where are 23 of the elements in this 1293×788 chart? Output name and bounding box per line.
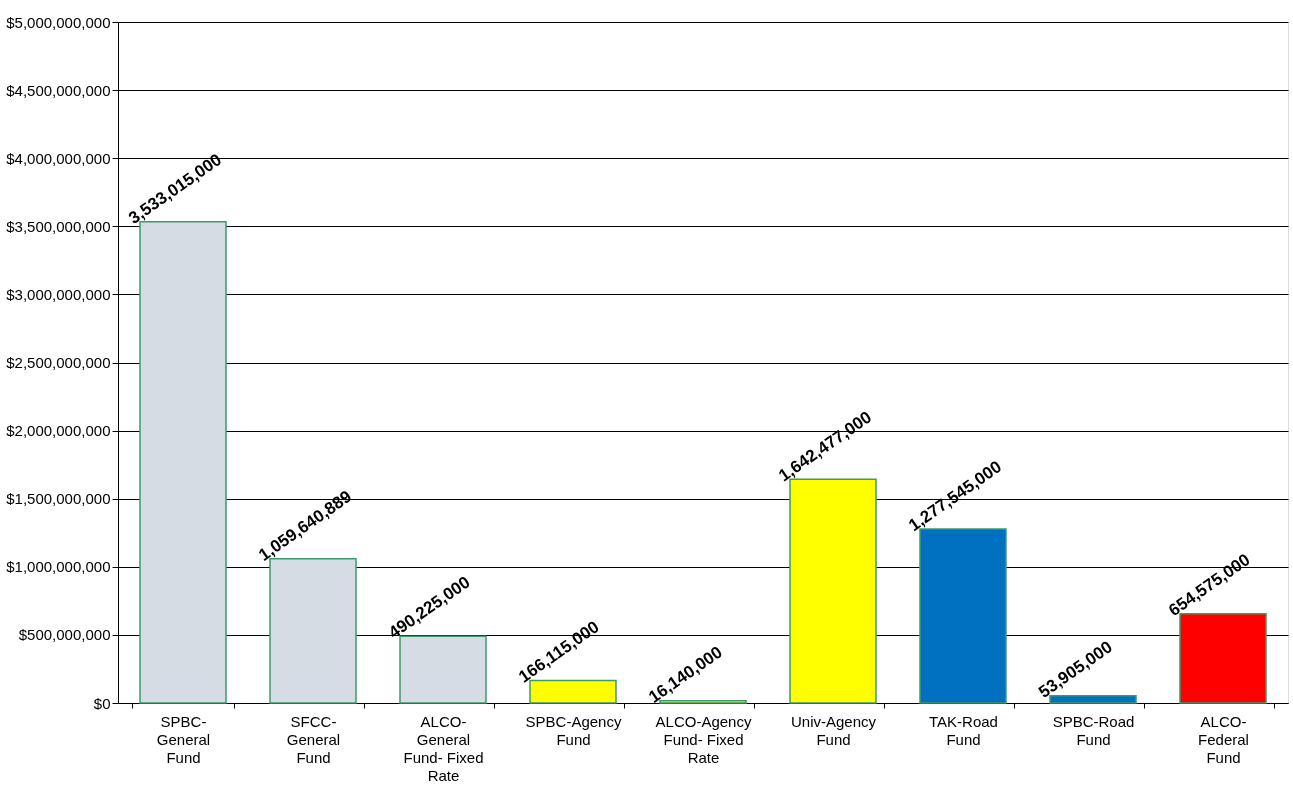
y-tick-label: $2,500,000,000 <box>6 354 111 371</box>
x-tick-label: Univ-Agency Fund <box>790 712 877 748</box>
y-tick-label: $3,000,000,000 <box>6 285 111 303</box>
y-tick-label: $4,000,000,000 <box>6 149 111 167</box>
x-tick-label: ALCO-Federal Fund <box>1198 712 1249 766</box>
y-tick-label: $500,000,000 <box>18 626 111 644</box>
bar <box>399 635 487 704</box>
y-tick-label: $0 <box>93 694 111 712</box>
y-tick-label: $3,500,000,000 <box>6 217 111 235</box>
y-tick-label: $4,500,000,000 <box>6 81 111 99</box>
x-tick-label: ALCO-General Fund- Fixed Rate <box>403 712 484 784</box>
bar <box>1179 613 1267 704</box>
x-tick-label: SPBC-Road Fund <box>1052 712 1135 748</box>
x-tick-label: SFCC-General Fund <box>286 712 341 766</box>
y-tick-label: $1,500,000,000 <box>6 490 111 508</box>
bar <box>139 221 227 704</box>
y-tick-label: $2,000,000,000 <box>6 422 111 440</box>
y-tick-label: $1,000,000,000 <box>6 558 111 576</box>
x-tick-label: SPBC-Agency Fund <box>525 712 622 748</box>
y-tick-label: $5,000,000,000 <box>6 13 111 31</box>
x-tick-label: TAK-Road Fund <box>929 712 998 748</box>
x-tick-label: ALCO-Agency Fund- Fixed Rate <box>655 712 752 766</box>
x-tick-label: SPBC-General Fund <box>156 712 211 766</box>
